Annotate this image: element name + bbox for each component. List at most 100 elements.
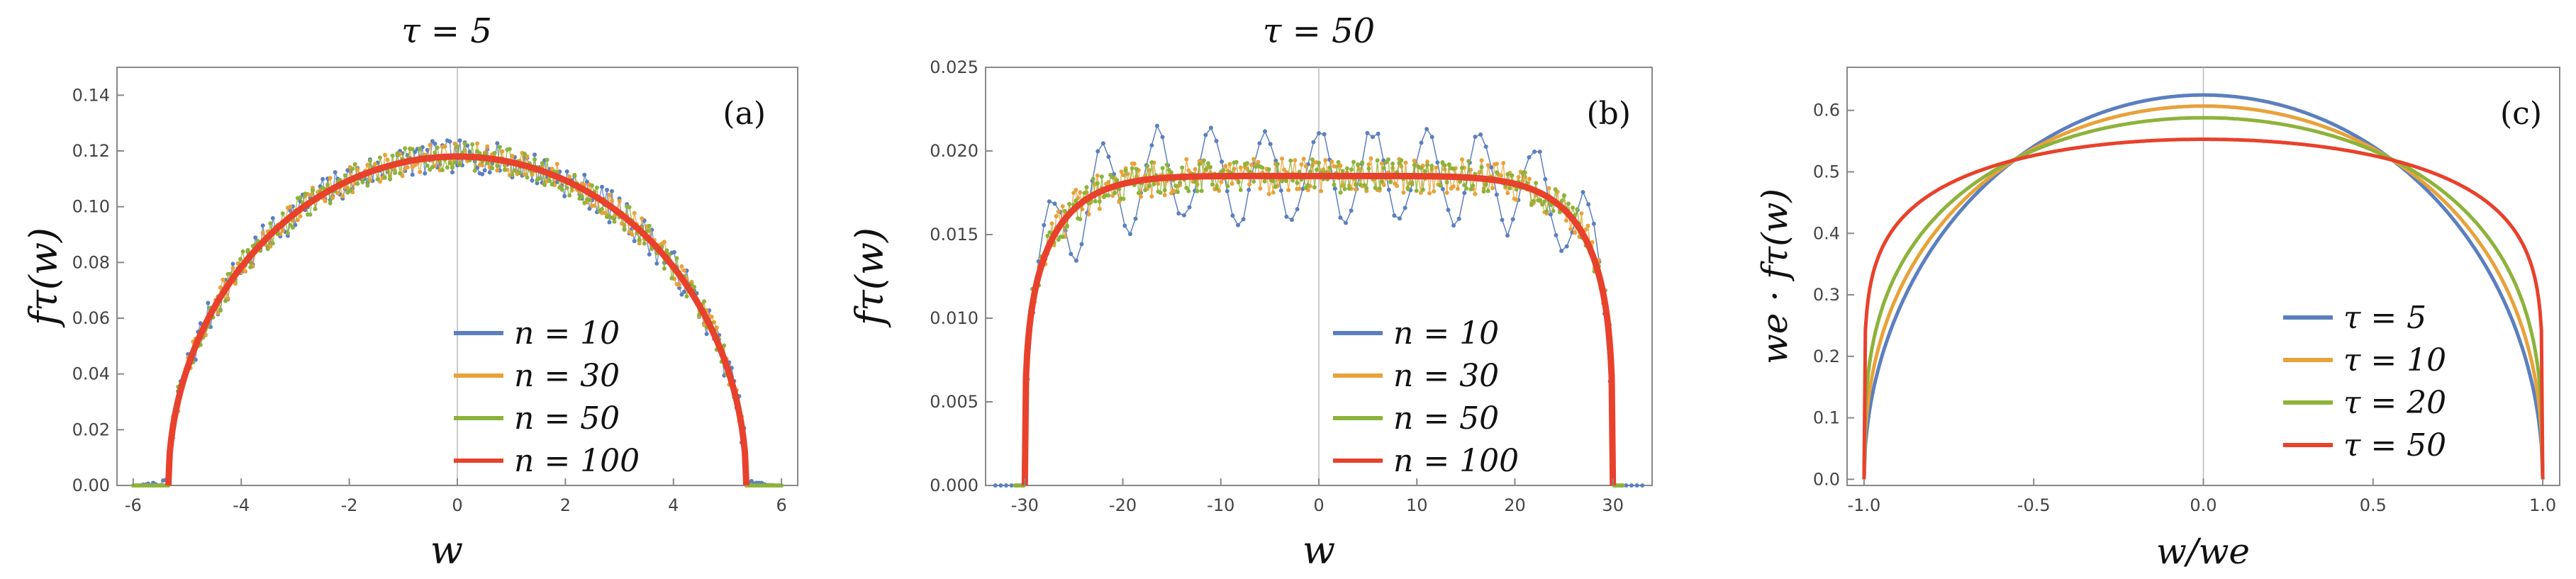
series-b-2-point — [1344, 166, 1349, 171]
series-b-0-point — [998, 483, 1003, 488]
series-a-1-point — [418, 169, 423, 174]
series-b-1-point — [1338, 163, 1343, 168]
series-a-1-point — [311, 185, 315, 190]
series-a-2-point — [365, 183, 370, 188]
series-b-2-point — [1295, 181, 1300, 186]
series-a-2-point — [692, 284, 697, 289]
series-b-0-point — [1133, 216, 1138, 221]
x-tick-label: -4 — [233, 495, 250, 515]
series-a-0-point — [413, 150, 418, 154]
panel-b-ylabel: fτ(w) — [847, 227, 892, 328]
series-b-0-point — [1284, 214, 1289, 219]
series-a-2-point — [303, 191, 308, 196]
series-b-1-point — [1427, 191, 1432, 196]
series-b-0-point — [1640, 483, 1645, 488]
series-b-1-point — [1319, 189, 1324, 193]
series-a-1-point — [442, 144, 447, 149]
series-b-2-point — [1462, 183, 1467, 188]
x-tick-label: -20 — [1109, 495, 1137, 515]
series-a-2-point — [290, 225, 295, 230]
series-a-0-point — [270, 215, 275, 220]
series-b-2-point — [1067, 201, 1071, 206]
series-b-1-point — [1286, 188, 1291, 193]
series-b-1-point — [1403, 160, 1408, 165]
series-a-1-point — [640, 216, 645, 221]
series-b-1-point — [1579, 211, 1584, 216]
series-a-2-point — [450, 165, 455, 170]
series-b-0-point — [1203, 133, 1208, 137]
series-b-2-point — [1399, 158, 1404, 163]
series-b-2-point — [1351, 159, 1356, 164]
series-a-2-point — [533, 157, 537, 162]
series-b-1-point — [1354, 187, 1358, 192]
series-b-0-point — [1230, 213, 1235, 218]
series-a-2-point — [440, 168, 445, 172]
series-b-1-point — [1258, 186, 1263, 191]
series-a-2-point — [270, 241, 275, 246]
series-a-2-point — [240, 249, 245, 254]
series-a-3-curve — [165, 153, 750, 486]
series-a-1-point — [510, 153, 515, 158]
series-a-2-point — [492, 150, 497, 155]
series-b-1-point — [1444, 191, 1449, 195]
series-a-1-point — [288, 204, 293, 209]
y-tick-label: 0.3 — [1813, 285, 1840, 305]
series-b-1-point — [1501, 161, 1506, 166]
series-b-0-point — [1042, 223, 1047, 227]
series-b-2-point — [1082, 191, 1087, 196]
series-b-1-point — [1095, 173, 1100, 178]
series-b-2-point — [1442, 163, 1447, 168]
series-b-0-point — [1317, 131, 1321, 135]
series-b-0-point — [1462, 191, 1467, 196]
series-a-2-point — [390, 153, 395, 158]
series-b-1-point — [1299, 162, 1304, 167]
series-b-1-point — [1271, 190, 1276, 195]
series-a-1-point — [607, 193, 612, 197]
series-b-2-point — [1225, 184, 1230, 189]
series-b-0-point — [1349, 208, 1354, 213]
series-b-0-point — [1451, 223, 1456, 228]
series-b-2-point — [1529, 203, 1534, 208]
series-a-1-point — [617, 198, 622, 203]
series-b-1-point — [1490, 186, 1495, 191]
series-a-2-point — [350, 167, 355, 172]
series-b-1-point — [1527, 176, 1532, 181]
series-b-2-point — [1444, 180, 1449, 185]
series-b-2-point — [1290, 178, 1295, 183]
series-a-2-point — [447, 161, 452, 166]
series-a-2-point — [485, 161, 490, 166]
series-a-1-point — [243, 269, 248, 274]
series-b-0-point — [1220, 159, 1225, 164]
series-b-0-point — [1122, 223, 1127, 228]
series-b-0-point — [1187, 205, 1192, 210]
series-a-0-point — [533, 152, 537, 157]
series-b-0-point — [1510, 217, 1515, 222]
series-b-2-point — [1164, 162, 1169, 167]
legend-label-c-3: τ = 50 — [2343, 427, 2446, 463]
series-b-2-point — [1147, 184, 1152, 189]
series-b-0-point — [1564, 244, 1569, 249]
series-b-0-point — [1257, 141, 1262, 146]
series-a-2-point — [702, 299, 707, 304]
series-b-2-point — [1360, 160, 1365, 165]
legend-label-a-3: n = 100 — [514, 443, 640, 479]
series-b-1-point — [1368, 156, 1373, 161]
series-a-2-point — [268, 221, 273, 226]
legend-label-c-0: τ = 5 — [2343, 300, 2426, 336]
series-b-1-point — [1074, 188, 1078, 192]
series-b-0-point — [1311, 140, 1316, 145]
series-a-0-point — [260, 223, 265, 228]
series-b-2-point — [1532, 198, 1536, 203]
series-b-2-point — [1414, 189, 1419, 193]
series-a-2-point — [280, 211, 285, 216]
legend-label-b-0: n = 10 — [1393, 315, 1499, 352]
series-a-2-point — [462, 141, 467, 146]
series-b-1-point — [1149, 194, 1154, 199]
series-a-0-point — [410, 172, 415, 177]
series-b-2-point — [1388, 180, 1393, 184]
series-a-1-point — [554, 162, 559, 167]
series-b-2-point — [1273, 184, 1278, 189]
series-b-2-point — [1438, 183, 1443, 188]
series-a-2-point — [610, 215, 614, 220]
series-b-2-point — [1340, 169, 1345, 174]
